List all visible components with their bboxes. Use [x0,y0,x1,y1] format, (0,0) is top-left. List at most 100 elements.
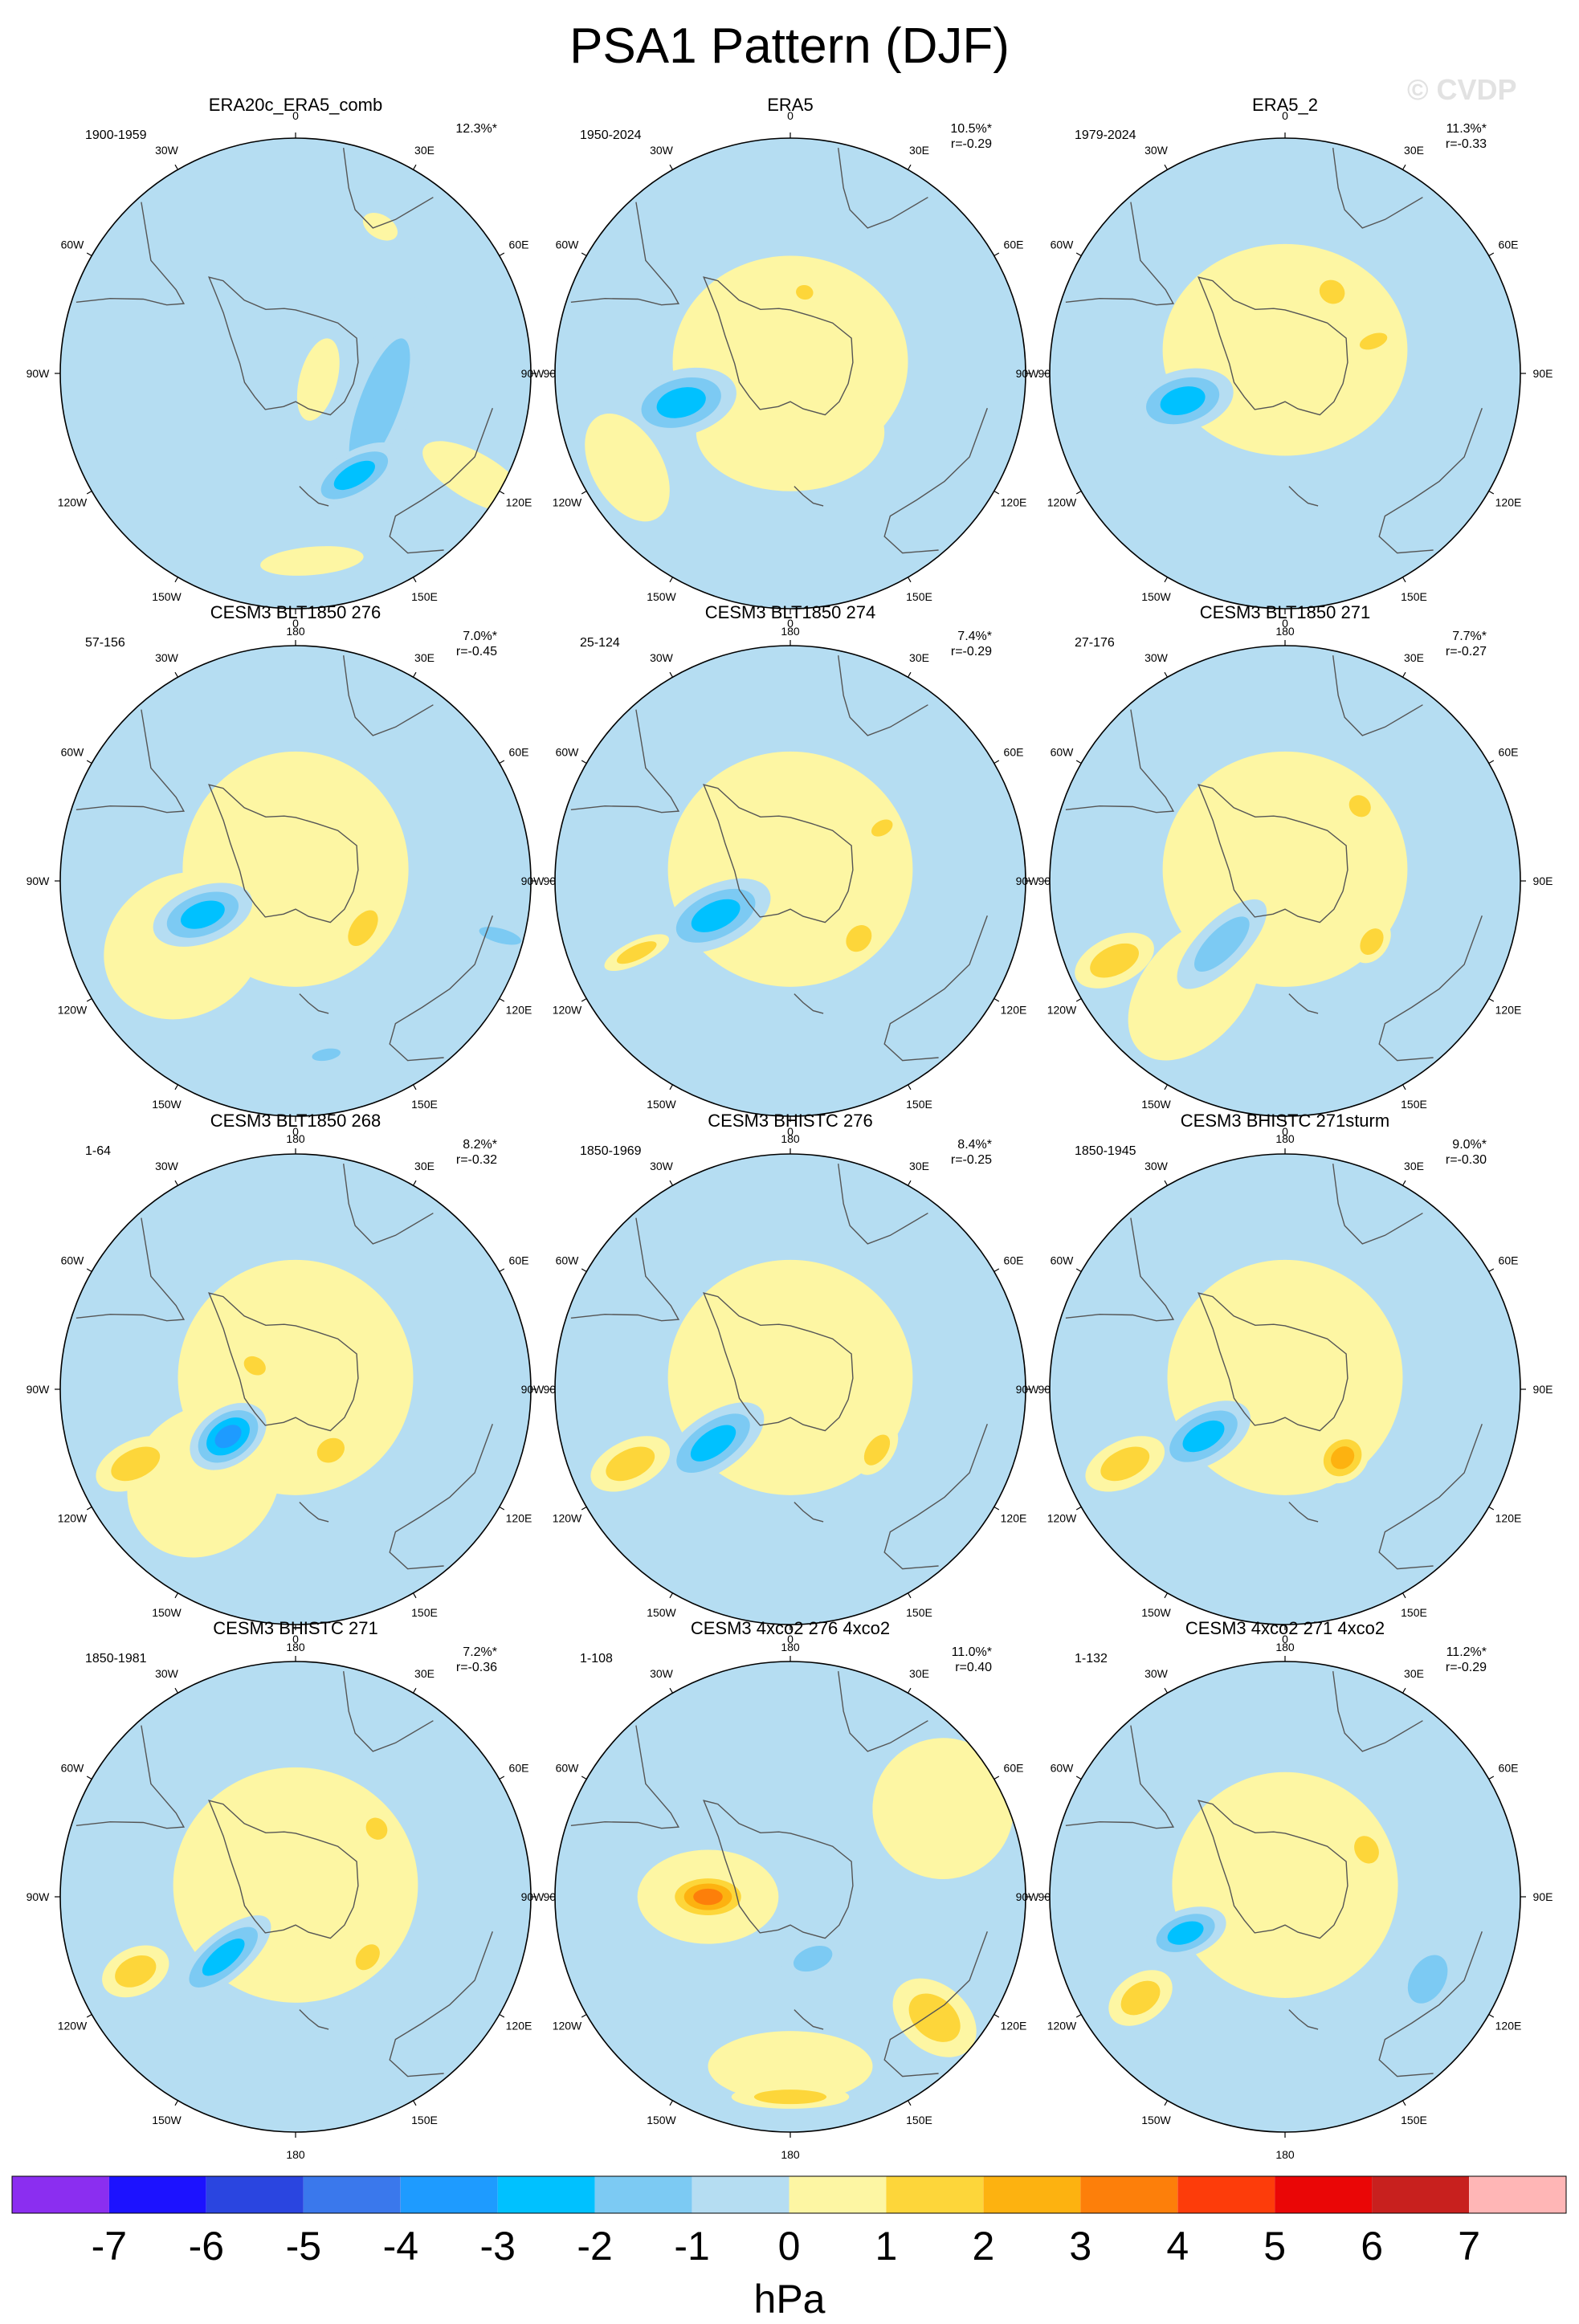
anomaly-contour [793,1946,833,1972]
lon-label: 90E [1533,1890,1553,1903]
correlation-label: r=-0.29 [1446,1661,1487,1674]
anomaly-contour [708,2031,873,2102]
lon-tick [174,1180,179,1186]
lon-tick [1075,1776,1082,1780]
lon-label: 30E [909,1160,929,1172]
lon-tick [907,1687,912,1694]
colorbar-tick-label: -7 [92,2224,127,2269]
coastline [794,2009,824,2030]
lon-label: 90E [1533,1383,1553,1396]
colorbar-swatch [206,2176,304,2213]
coastline [299,486,329,507]
map-panel: 0 30E 60E 90E 120E 150E 180 150W 120W 90W 60W 30W CE… [1016,1618,1553,2161]
pattern-field [555,646,1026,1116]
lon-label: 120E [506,1512,532,1525]
lon-tick [499,997,505,1002]
colorbar-tick-label: -5 [286,2224,321,2269]
lon-label: 150E [1401,1098,1427,1111]
lon-label: 0 [292,1125,299,1138]
pattern-field [1050,1154,1520,1625]
lon-label: 30W [1144,144,1169,157]
lon-label: 150E [411,590,438,603]
coastline [883,407,988,554]
lon-label: 150W [1141,590,1171,603]
lon-label: 180 [781,1641,800,1653]
lon-tick [86,1268,92,1273]
lon-label: 150W [152,590,182,603]
anomaly-contour [111,1446,161,1482]
lon-label: 90W [1016,1383,1040,1396]
lon-label: 90W [521,1383,545,1396]
lon-label: 60E [1004,1762,1024,1775]
lon-label: 150W [647,2114,676,2126]
lon-tick [581,2013,587,2018]
anomaly-contour [365,1817,388,1840]
lon-label: 120E [1001,496,1027,509]
variance-explained-label: 7.0%* [463,630,497,643]
anomaly-contour [355,1944,380,1971]
lon-tick [174,1084,179,1091]
coastline [389,407,493,554]
coastline [570,1725,680,1829]
coastline [208,1800,359,1939]
colorbar-swatch [303,2176,401,2213]
colorbar-tick-label: 4 [1166,2224,1189,2269]
lon-tick [412,1687,417,1694]
lon-tick [1402,164,1406,170]
lon-tick [669,1592,674,1599]
lon-label: 180 [286,1641,305,1653]
variance-explained-label: 7.2%* [463,1645,497,1659]
anomaly-contour [202,1939,245,1976]
lon-label: 60E [1004,746,1024,759]
lon-tick [412,1180,417,1186]
lon-label: 90W [27,1890,51,1903]
lon-label: 60E [509,239,529,251]
lon-label: 150E [411,1606,438,1619]
coastline [1332,1164,1423,1245]
year-range-label: 57-156 [85,636,125,650]
lon-label: 120W [1047,1512,1077,1525]
lon-label: 90W [1016,875,1040,887]
lon-label: 0 [787,1633,794,1645]
coastline [703,1292,854,1432]
year-range-label: 1900-1959 [85,128,147,142]
lon-label: 90W [27,875,51,887]
anomaly-contour [316,1437,345,1463]
lon-label: 150E [1401,1606,1427,1619]
lon-tick [581,997,587,1002]
anomaly-contour [479,927,521,945]
colorbar-swatch [400,2176,498,2213]
colorbar-swatch [1469,2176,1566,2213]
lon-label: 120W [1047,1004,1077,1017]
lon-tick [499,1506,505,1511]
figure-title: PSA1 Pattern (DJF) [569,18,1010,74]
anomaly-contour [1360,928,1384,956]
anomaly-contour [312,1048,341,1062]
coastline [299,1502,329,1523]
anomaly-contour [1172,1772,1398,1998]
colorbar-swatch [1372,2176,1469,2213]
lon-label: 120W [553,496,582,509]
lon-label: 0 [292,1633,299,1645]
anomaly-contour [1167,1921,1204,1945]
lon-tick [994,2013,1000,2018]
anomaly-contour [348,910,378,947]
lon-label: 180 [286,625,305,638]
lon-tick [1164,1687,1169,1694]
lon-label: 30W [155,651,179,664]
lon-tick [669,671,674,678]
anomaly-contour [181,900,225,929]
lon-label: 60W [1051,239,1075,251]
lon-label: 150E [906,1098,932,1111]
coastline [1065,1217,1175,1322]
lon-label: 60E [1499,1762,1519,1775]
pattern-field [60,138,531,609]
coastline [794,993,824,1014]
lon-label: 30E [909,144,929,157]
colorbar-tick-label: -3 [479,2224,515,2269]
anomaly-contour [872,1738,1014,1880]
coastline [703,784,854,923]
lon-label: 30E [414,144,435,157]
colorbar-tick-label: 5 [1263,2224,1286,2269]
correlation-label: r=-0.33 [1446,137,1487,151]
